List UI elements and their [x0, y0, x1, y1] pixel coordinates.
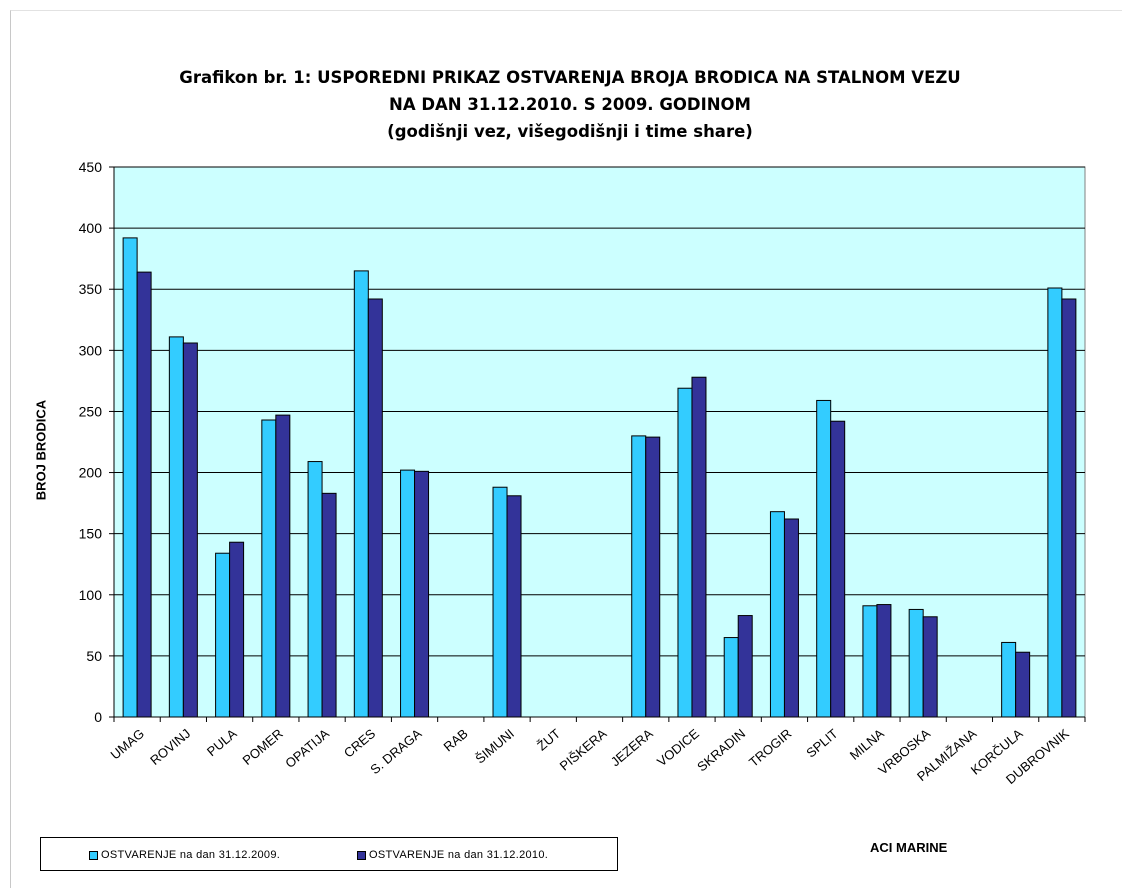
x-tick-label: ŠIMUNI	[472, 726, 516, 767]
x-tick-label: OPATIJA	[282, 726, 332, 771]
bar-2010	[922, 616, 938, 718]
x-tick-label: SPLIT	[803, 726, 840, 761]
x-tick-label: POMER	[240, 726, 286, 768]
bar-2009	[1047, 287, 1063, 718]
bar-2010	[783, 518, 799, 718]
bar-2010	[229, 541, 245, 718]
bar-2010	[1015, 651, 1031, 718]
bar-2009	[769, 511, 785, 718]
bar-2010	[506, 495, 522, 718]
x-tick-label: S. DRAGA	[367, 726, 424, 778]
bar-2010	[691, 376, 707, 718]
y-axis-label: BROJ BRODICA	[33, 399, 49, 501]
bar-2009	[307, 461, 323, 718]
y-tick-label: 200	[79, 465, 103, 481]
bar-2010	[737, 615, 753, 718]
bar-2009	[353, 270, 369, 718]
bar-2009	[908, 608, 924, 718]
bar-2010	[414, 470, 430, 718]
x-tick-label: SKRADIN	[694, 726, 748, 775]
x-tick-label: TROGIR	[746, 726, 794, 770]
legend-label-2009: OSTVARENJE na dan 31.12.2009.	[101, 849, 281, 861]
chart-title: Grafikon br. 1: USPOREDNI PRIKAZ OSTVARE…	[70, 64, 1070, 145]
bar-2009	[122, 237, 138, 718]
x-tick-label: MILNA	[847, 726, 887, 763]
legend: OSTVARENJE na dan 31.12.2009. OSTVARENJE…	[40, 837, 618, 871]
bar-2009	[168, 336, 184, 718]
bar-2010	[182, 342, 198, 718]
x-tick-label: ROVINJ	[147, 726, 193, 768]
bar-2009	[400, 469, 416, 718]
x-tick-label: PULA	[204, 726, 240, 760]
legend-swatch-2009	[89, 850, 98, 860]
legend-label-2010: OSTVARENJE na dan 31.12.2010.	[369, 849, 549, 861]
bar-2010	[1061, 298, 1077, 718]
bar-2010	[876, 604, 892, 718]
bar-2009	[215, 552, 231, 718]
x-axis-label: ACI MARINE	[870, 840, 948, 855]
x-tick-label: CRES	[341, 726, 379, 761]
bar-2010	[830, 420, 846, 718]
title-line-3: (godišnji vez, višegodišnji i time share…	[387, 122, 753, 141]
legend-item-2010: OSTVARENJE na dan 31.12.2010.	[357, 849, 548, 861]
title-line-1: Grafikon br. 1: USPOREDNI PRIKAZ OSTVARE…	[179, 68, 961, 87]
bar-2010	[136, 271, 152, 718]
legend-swatch-2010	[357, 850, 366, 860]
bar-2009	[631, 435, 647, 718]
chart-frame	[10, 10, 1122, 888]
bar-2009	[723, 637, 739, 718]
y-tick-label: 300	[79, 342, 103, 358]
y-tick-label: 450	[79, 159, 103, 175]
y-tick-label: 150	[79, 526, 103, 542]
x-tick-label: RAB	[441, 726, 471, 755]
bar-2010	[367, 298, 383, 718]
x-tick-label: UMAG	[108, 726, 148, 763]
y-tick-label: 400	[79, 220, 103, 236]
bar-2009	[677, 387, 693, 718]
bar-2009	[261, 419, 277, 718]
y-tick-label: 0	[94, 709, 102, 725]
plot-area	[113, 166, 1086, 718]
bar-2010	[645, 436, 661, 718]
bar-2009	[1001, 641, 1017, 718]
x-tick-label: JEZERA	[608, 726, 656, 770]
y-tick-label: 100	[79, 587, 103, 603]
y-tick-label: 250	[79, 403, 103, 419]
bar-2009	[492, 486, 508, 718]
bar-2009	[862, 605, 878, 718]
title-line-2: NA DAN 31.12.2010. S 2009. GODINOM	[389, 95, 751, 114]
bar-2009	[816, 399, 832, 718]
y-tick-label: 50	[86, 648, 102, 664]
bar-2010	[321, 492, 337, 718]
x-tick-label: PIŠKERA	[557, 726, 610, 774]
y-tick-label: 350	[79, 281, 103, 297]
legend-item-2009: OSTVARENJE na dan 31.12.2009.	[89, 849, 280, 861]
bar-2010	[275, 414, 291, 718]
x-tick-label: ŽUT	[534, 726, 563, 754]
